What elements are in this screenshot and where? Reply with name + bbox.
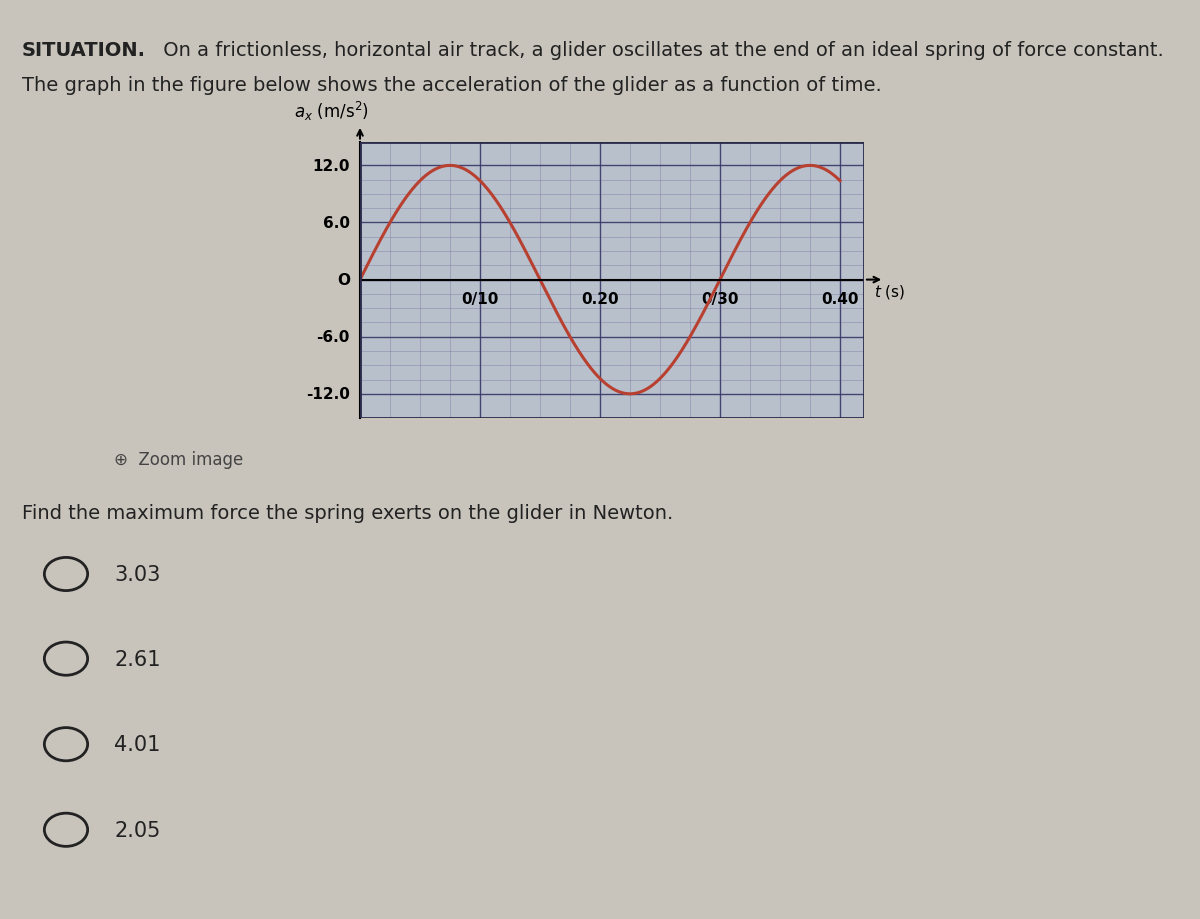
Text: $t\ \mathrm{(s)}$: $t\ \mathrm{(s)}$: [874, 282, 906, 301]
Text: $a_x\ \mathrm{(m/s^2)}$: $a_x\ \mathrm{(m/s^2)}$: [294, 100, 370, 123]
Text: -12.0: -12.0: [306, 387, 350, 402]
Text: ⊕  Zoom image: ⊕ Zoom image: [114, 450, 244, 469]
Text: 3.03: 3.03: [114, 564, 161, 584]
Text: On a frictionless, horizontal air track, a glider oscillates at the end of an id: On a frictionless, horizontal air track,…: [157, 41, 1164, 61]
Text: SITUATION.: SITUATION.: [22, 41, 145, 61]
Text: 12.0: 12.0: [312, 159, 350, 174]
Text: 0.20: 0.20: [581, 291, 619, 306]
Text: 4.01: 4.01: [114, 734, 161, 754]
Text: 2.05: 2.05: [114, 820, 161, 840]
Text: 0.40: 0.40: [821, 291, 859, 306]
Text: Find the maximum force the spring exerts on the glider in Newton.: Find the maximum force the spring exerts…: [22, 504, 673, 523]
Text: 0/30: 0/30: [701, 291, 739, 306]
Text: 6.0: 6.0: [323, 216, 350, 231]
Text: 0/10: 0/10: [461, 291, 499, 306]
Text: O: O: [337, 273, 350, 288]
Text: -6.0: -6.0: [317, 330, 350, 345]
Text: 2.61: 2.61: [114, 649, 161, 669]
Text: The graph in the figure below shows the acceleration of the glider as a function: The graph in the figure below shows the …: [22, 76, 881, 96]
